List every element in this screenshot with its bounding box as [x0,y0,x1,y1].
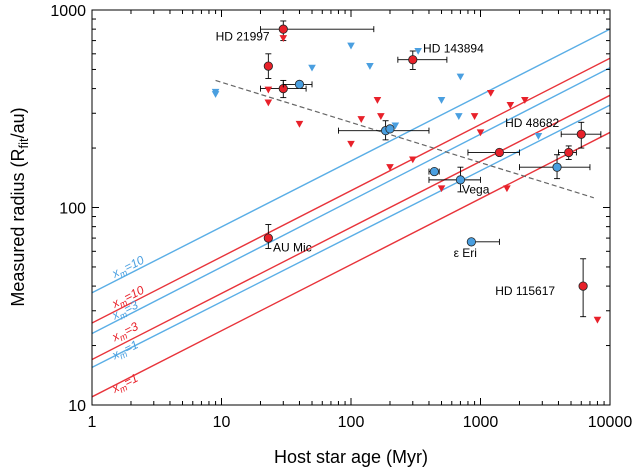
data-point-blue [294,79,305,90]
model-line-red-1 [92,57,610,324]
annotation-label: Vega [462,182,490,196]
upper-limit-red [521,97,529,104]
upper-limit-blue [437,97,446,104]
upper-limit-blue [455,113,463,120]
data-point-red [263,61,273,71]
y-axis-label: Measured radius (Rfit/au) [8,107,31,306]
upper-limit-red [295,120,304,128]
model-line-blue-2 [92,67,610,335]
data-point-blue [552,162,562,172]
upper-limit-red [264,99,273,107]
annotation-label: AU Mic [273,240,312,254]
data-point-red [494,147,505,158]
x-axis-label: Host star age (Myr) [274,447,428,467]
upper-limit-blue [347,42,355,50]
data-point-red [263,233,273,243]
model-line-blue-0 [92,28,610,294]
x-tick-label: 10 [213,414,231,431]
upper-limit-red [377,113,385,120]
upper-limit-red [408,156,417,164]
data-point-red [578,281,588,291]
model-lines [92,28,610,398]
annotations: HD 21997 HD 143894 HD 48682 Vega AU Mic ε Eri… [216,30,560,299]
upper-limit-red [506,102,515,109]
model-line-blue-4 [92,104,610,369]
x-tick-label: 100 [338,414,365,431]
x-tick-label: 1 [88,414,97,431]
upper-limit-blue [308,64,316,72]
upper-limit-red [476,129,485,137]
upper-limit-blue [211,91,220,98]
data-point-blue [466,237,476,247]
data-point-red [576,129,586,139]
upper-limit-red [264,86,273,94]
model-line-red-3 [92,94,610,361]
annotation-label: HD 143894 [423,41,484,55]
data-point-red [278,24,288,34]
upper-limit-red [357,116,366,123]
annotation-label: HD 48682 [505,116,559,130]
x-tick-label: 1000 [463,414,499,431]
upper-limit-red [503,185,511,193]
upper-limit-red [470,113,479,120]
annotation-label: HD 21997 [216,30,270,44]
upper-limit-red [373,97,382,104]
y-tick-label: 1000 [50,3,86,20]
upper-limit-red [386,164,394,171]
upper-limit-blue [391,122,400,130]
upper-limit-red [347,140,355,148]
y-tick-label: 100 [59,201,86,218]
trend-dashed-line [215,79,594,199]
data-point-red [408,55,418,65]
data-points [260,20,602,318]
x-tick-label: 10000 [588,414,633,431]
upper-limits [211,35,602,324]
upper-limit-red [279,35,288,42]
data-point-blue [455,175,466,185]
upper-limit-blue [366,63,374,70]
annotation-label: ε Eri [454,246,477,260]
upper-limit-blue [456,73,465,81]
y-tick-label: 10 [68,398,86,415]
upper-limit-red [437,185,446,193]
upper-limit-blue [414,47,422,55]
data-point-blue [385,124,395,134]
data-point-blue [429,166,439,177]
upper-limit-red [593,316,602,324]
upper-limit-red [486,89,495,97]
upper-limit-blue [534,133,543,140]
annotation-label: HD 115617 [495,284,555,298]
data-point-red [564,147,574,158]
